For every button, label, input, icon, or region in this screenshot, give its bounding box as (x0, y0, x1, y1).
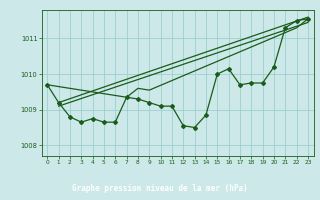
Text: Graphe pression niveau de la mer (hPa): Graphe pression niveau de la mer (hPa) (72, 184, 248, 193)
